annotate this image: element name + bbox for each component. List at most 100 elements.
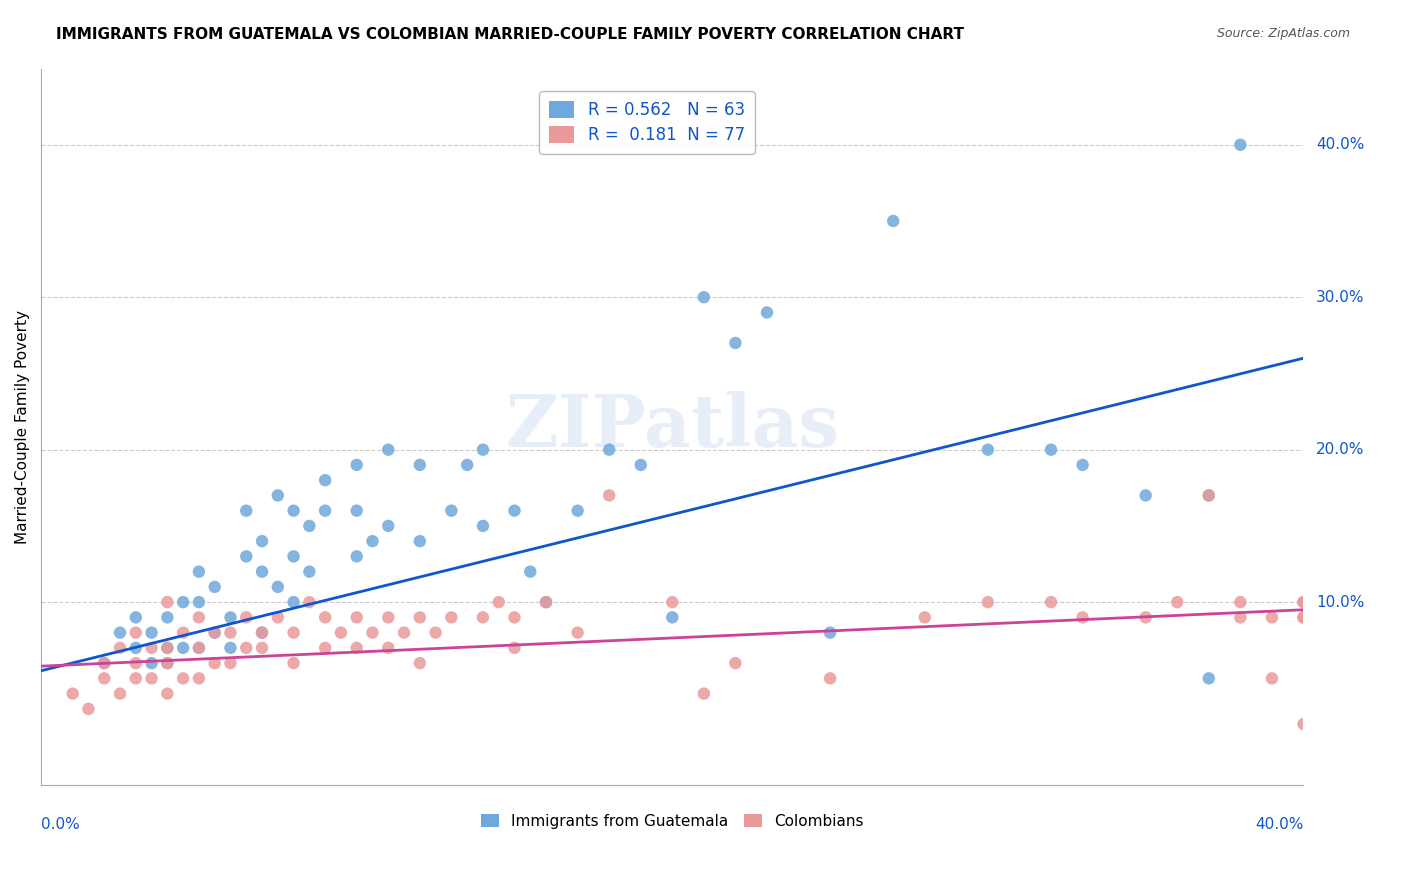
- Point: [756, 305, 779, 319]
- Point: [661, 595, 683, 609]
- Point: [661, 610, 683, 624]
- Point: [156, 595, 179, 609]
- Point: [1198, 672, 1220, 686]
- Text: 30.0%: 30.0%: [1316, 290, 1365, 305]
- Point: [108, 625, 131, 640]
- Point: [361, 625, 384, 640]
- Point: [361, 534, 384, 549]
- Point: [409, 458, 432, 472]
- Point: [977, 442, 1000, 457]
- Point: [377, 640, 399, 655]
- Point: [156, 687, 179, 701]
- Point: [283, 595, 305, 609]
- Point: [283, 625, 305, 640]
- Point: [156, 640, 179, 655]
- Point: [141, 640, 163, 655]
- Text: 10.0%: 10.0%: [1316, 595, 1364, 609]
- Point: [187, 595, 209, 609]
- Point: [141, 625, 163, 640]
- Point: [93, 672, 115, 686]
- Point: [62, 687, 84, 701]
- Point: [267, 580, 290, 594]
- Point: [977, 595, 1000, 609]
- Point: [172, 595, 194, 609]
- Point: [1292, 595, 1315, 609]
- Point: [1229, 610, 1251, 624]
- Point: [818, 672, 841, 686]
- Point: [1166, 595, 1188, 609]
- Point: [156, 656, 179, 670]
- Point: [346, 503, 368, 517]
- Point: [440, 610, 463, 624]
- Point: [141, 672, 163, 686]
- Point: [219, 656, 242, 670]
- Point: [267, 488, 290, 502]
- Point: [346, 549, 368, 564]
- Point: [471, 442, 494, 457]
- Point: [250, 625, 273, 640]
- Point: [693, 290, 716, 304]
- Point: [125, 640, 148, 655]
- Text: Source: ZipAtlas.com: Source: ZipAtlas.com: [1216, 27, 1350, 40]
- Point: [250, 534, 273, 549]
- Point: [204, 625, 226, 640]
- Point: [346, 458, 368, 472]
- Point: [1261, 672, 1284, 686]
- Point: [93, 656, 115, 670]
- Point: [567, 625, 589, 640]
- Point: [1071, 610, 1094, 624]
- Point: [108, 687, 131, 701]
- Point: [125, 672, 148, 686]
- Point: [409, 656, 432, 670]
- Point: [298, 565, 321, 579]
- Point: [409, 610, 432, 624]
- Point: [392, 625, 415, 640]
- Point: [235, 640, 257, 655]
- Point: [1198, 488, 1220, 502]
- Point: [219, 625, 242, 640]
- Point: [250, 640, 273, 655]
- Point: [314, 473, 336, 487]
- Point: [456, 458, 478, 472]
- Point: [235, 549, 257, 564]
- Point: [377, 519, 399, 533]
- Point: [598, 442, 620, 457]
- Point: [534, 595, 557, 609]
- Point: [172, 672, 194, 686]
- Point: [503, 640, 526, 655]
- Point: [1261, 610, 1284, 624]
- Point: [314, 503, 336, 517]
- Point: [187, 610, 209, 624]
- Point: [346, 640, 368, 655]
- Point: [1135, 610, 1157, 624]
- Point: [298, 519, 321, 533]
- Point: [187, 565, 209, 579]
- Point: [314, 610, 336, 624]
- Text: 40.0%: 40.0%: [1316, 137, 1364, 153]
- Point: [108, 640, 131, 655]
- Text: 0.0%: 0.0%: [41, 817, 80, 832]
- Point: [425, 625, 447, 640]
- Point: [329, 625, 352, 640]
- Point: [77, 702, 100, 716]
- Text: IMMIGRANTS FROM GUATEMALA VS COLOMBIAN MARRIED-COUPLE FAMILY POVERTY CORRELATION: IMMIGRANTS FROM GUATEMALA VS COLOMBIAN M…: [56, 27, 965, 42]
- Point: [172, 640, 194, 655]
- Point: [93, 656, 115, 670]
- Point: [141, 656, 163, 670]
- Point: [125, 656, 148, 670]
- Point: [1135, 488, 1157, 502]
- Point: [724, 656, 747, 670]
- Point: [693, 687, 716, 701]
- Point: [250, 625, 273, 640]
- Point: [534, 595, 557, 609]
- Point: [283, 656, 305, 670]
- Point: [235, 610, 257, 624]
- Point: [219, 640, 242, 655]
- Point: [503, 503, 526, 517]
- Point: [204, 580, 226, 594]
- Text: ZIPatlas: ZIPatlas: [505, 392, 839, 462]
- Point: [882, 214, 904, 228]
- Point: [187, 640, 209, 655]
- Point: [283, 549, 305, 564]
- Point: [519, 565, 541, 579]
